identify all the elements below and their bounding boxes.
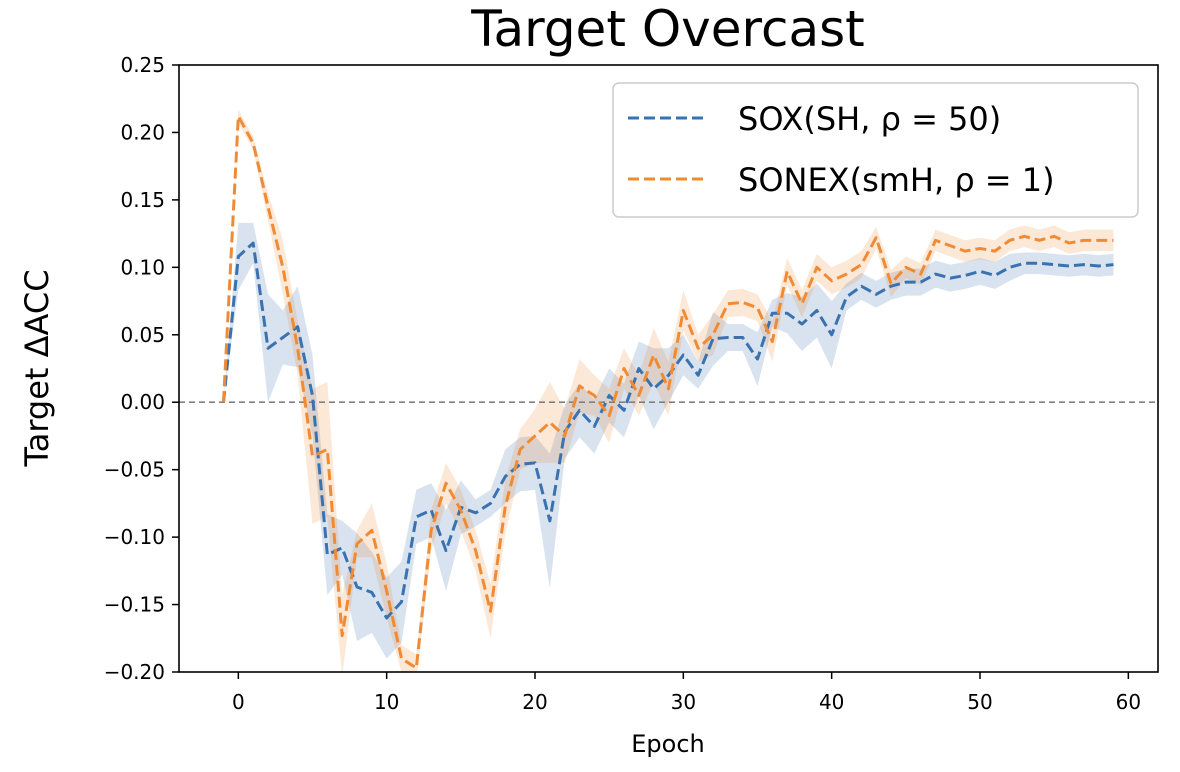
legend-box	[612, 82, 1139, 218]
series-lines	[222, 114, 1114, 670]
series-line-sonex	[222, 114, 1114, 670]
x-tick-label: 30	[671, 690, 696, 714]
x-tick-label: 60	[1116, 690, 1141, 714]
y-tick-label: 0.05	[120, 323, 165, 347]
y-tick-label: 0.20	[120, 120, 165, 144]
y-tick-label: −0.05	[104, 458, 165, 482]
y-tick-label: 0.15	[120, 188, 165, 212]
x-tick-label: 40	[819, 690, 844, 714]
x-axis-label: Epoch	[631, 730, 705, 758]
y-axis-label: Target ΔACC	[18, 269, 56, 467]
x-tick-label: 50	[967, 690, 992, 714]
series-line-sox	[222, 241, 1114, 620]
x-tick-label: 0	[232, 690, 245, 714]
plot-frame	[178, 64, 1159, 673]
y-tick-label: 0.00	[120, 390, 165, 414]
x-axis-ticks: 0 10 20 30 40 50 60	[232, 672, 1141, 714]
y-tick-label: −0.20	[104, 660, 165, 684]
y-axis-ticks: −0.20 −0.15 −0.10 −0.05 0.00 0.05 0.10 0.15 0.20…	[104, 53, 179, 684]
y-tick-label: −0.10	[104, 525, 165, 549]
y-tick-label: 0.10	[120, 255, 165, 279]
y-tick-label: 0.25	[120, 53, 165, 77]
x-tick-label: 20	[522, 690, 547, 714]
y-tick-label: −0.15	[104, 593, 165, 617]
legend-label-sonex: SONEX(smH, ρ = 1)	[738, 161, 1055, 199]
chart-title: Target Overcast	[470, 0, 865, 58]
band-sonex	[223, 109, 1114, 672]
legend: SOX(SH, ρ = 50) SONEX(smH, ρ = 1)	[612, 82, 1139, 218]
x-tick-label: 10	[374, 690, 399, 714]
legend-label-sox: SOX(SH, ρ = 50)	[738, 100, 1001, 138]
